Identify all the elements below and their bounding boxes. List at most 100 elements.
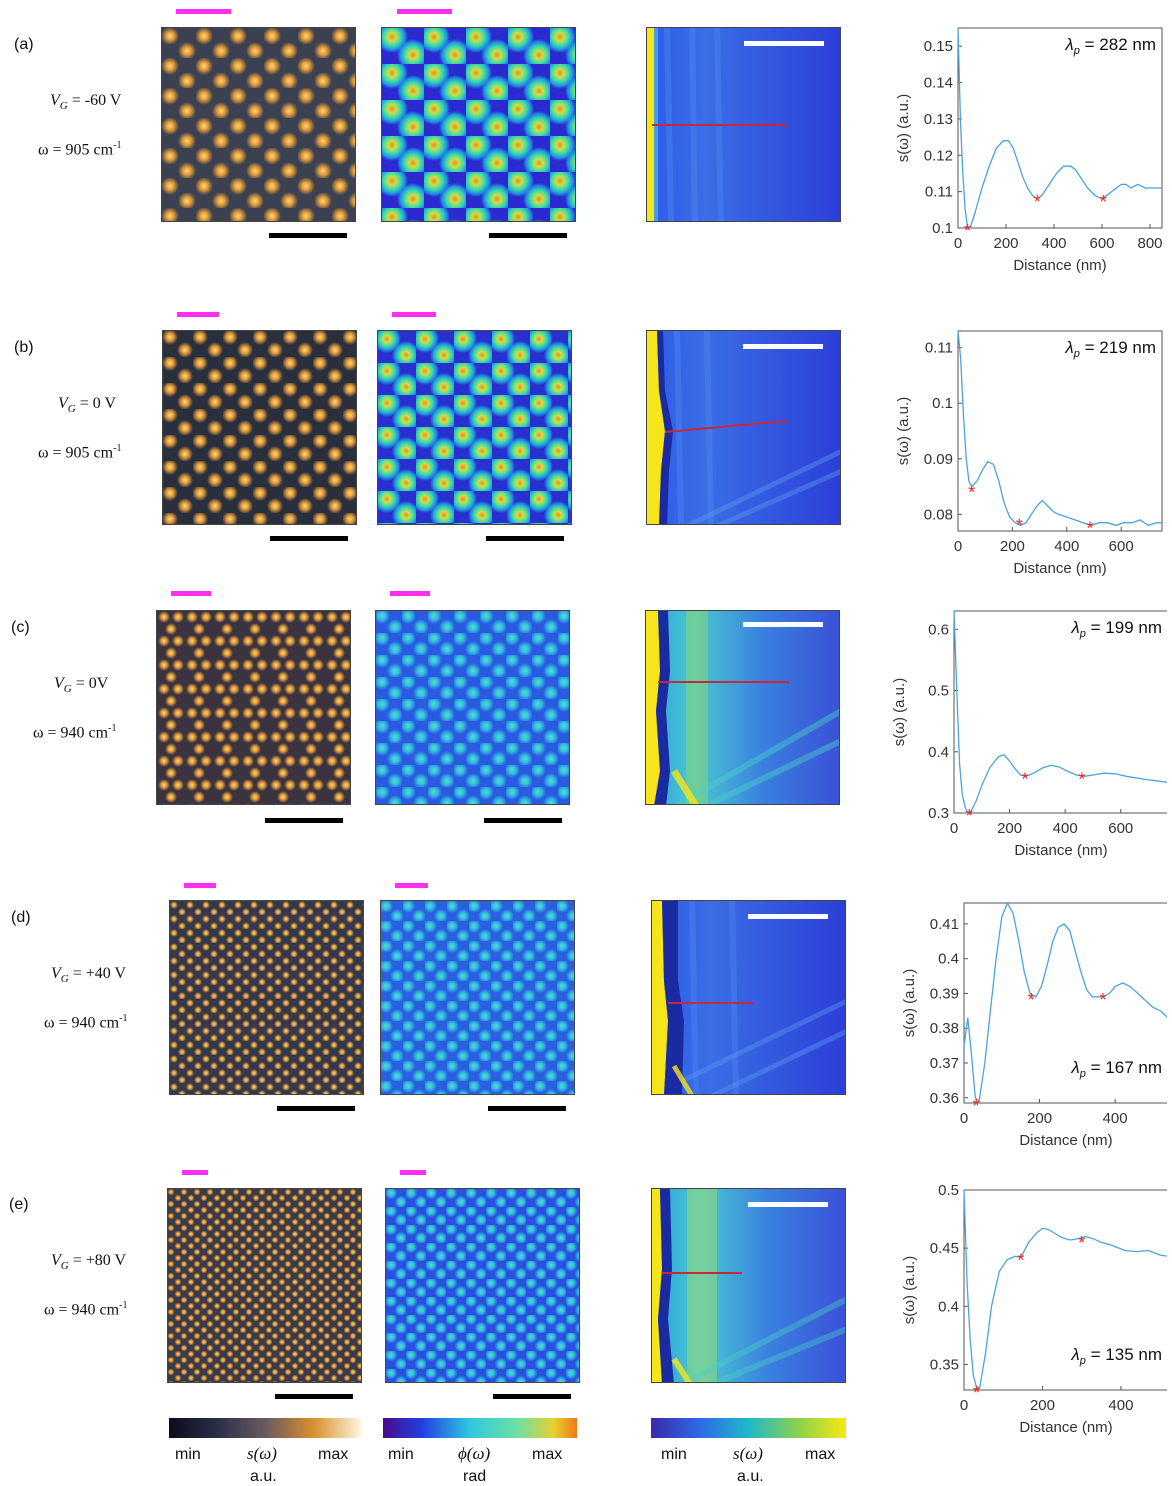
panel-label: (e) [9,1196,29,1213]
frequency-value: ω = 940 cm [44,1014,120,1032]
colorbar-quantity-label: s(ω) [733,1444,763,1463]
colorbar-min-label: min [388,1446,414,1463]
minimum-marker: * [966,806,973,826]
profile-line [963,1189,1167,1389]
colorbar-quantity-label: s(ω) [247,1444,277,1463]
gate-voltage: VG = -60 V [50,92,121,112]
scale-bar [488,1106,566,1111]
scale-bar-top [397,9,452,14]
scale-bar [265,818,343,823]
y-axis-label: s(ω) (a.u.) [895,397,912,465]
y-tick-label: 0.12 [924,147,953,164]
minimum-marker: * [973,1096,980,1116]
near-field-image [651,900,846,1095]
y-tick-label: 0.5 [928,683,949,700]
y-tick-label: 0.3 [928,805,949,822]
y-tick-label: 0.11 [925,184,953,201]
frequency-exponent: -1 [108,723,117,734]
scale-bar [484,818,562,823]
colorbar-min-label: min [175,1446,201,1463]
x-axis-label: Distance (nm) [1019,1132,1112,1149]
frequency-exponent: -1 [113,443,122,454]
gate-voltage: VG = 0 V [58,395,116,415]
profile-line [957,330,1162,527]
amplitude-image [167,1188,362,1383]
line-profile-plot: 0.36 0.37 0.38 0.39 0.4 0.41 0 200 400 Distance (… [901,901,1167,1149]
x-axis-label: Distance (nm) [1013,257,1106,274]
wavelength-annotation: λp = 282 nm [1064,35,1156,57]
y-tick-label: 0.41 [930,916,959,933]
panel-row-e: (e) VG = +80 V ω = 940 cm-1 0.35 0.4 0.45 0… [0,1160,1172,1450]
scale-bar-top [184,883,216,888]
y-tick-label: 0.6 [928,621,949,638]
minimum-marker: * [964,221,971,241]
x-tick-label: 200 [997,820,1022,837]
scale-bar [493,1394,571,1399]
panel-row-c: (c) VG = 0V ω = 940 cm-1 0.3 0.4 0.5 0.6 0 20… [0,583,1172,873]
phase-image [385,1188,580,1383]
profile-line [963,901,1167,1103]
wavelength-annotation: λp = 219 nm [1064,338,1156,360]
panel-row-a: (a) VG = -60 V ω = 905 cm-1 0.1 0.11 0.12 0… [0,0,1172,290]
scale-bar [748,914,828,919]
scale-bar-top [392,312,436,317]
minimum-marker: * [1078,1233,1085,1253]
scale-bar [743,622,823,627]
panel-row-d: (d) VG = +40 V ω = 940 cm-1 0.36 0.37 0.38… [0,873,1172,1163]
x-axis-label: Distance (nm) [1019,1419,1112,1436]
gate-voltage-subscript: G [60,973,69,986]
plot-frame [957,27,1163,229]
minimum-marker: * [1078,769,1085,789]
phase-image [381,27,576,222]
y-axis-label: s(ω) (a.u.) [895,94,912,162]
plot-frame [957,330,1163,532]
wavelength-annotation: λp = 135 nm [1070,1345,1162,1367]
colorbar-max-label: max [318,1446,349,1463]
y-tick-label: 0.13 [924,111,953,128]
y-tick-label: 0.37 [930,1055,959,1072]
gate-voltage-symbol: V [58,395,68,412]
frequency-value: ω = 905 cm [38,444,114,462]
y-tick-label: 0.39 [930,985,959,1002]
x-tick-label: 200 [1030,1397,1055,1414]
x-tick-label: 0 [954,538,962,555]
x-tick-label: 600 [1109,538,1134,555]
y-tick-label: 0.5 [938,1182,959,1199]
colorbar-unit: a.u. [250,1468,277,1485]
gate-voltage-value: = +40 V [68,965,127,982]
scale-bar [269,233,347,238]
frequency: ω = 905 cm-1 [38,443,121,462]
line-profile-plot: 0.35 0.4 0.45 0.5 0 200 400 Distance (nm) s(ω) (… [901,1182,1167,1436]
minimum-marker: * [1017,1250,1024,1270]
minimum-marker: * [1086,518,1093,538]
near-field-image [651,1188,846,1383]
minimum-marker: * [1016,516,1023,536]
x-tick-label: 400 [1054,538,1079,555]
y-axis-label: s(ω) (a.u.) [901,1256,918,1324]
frequency: ω = 905 cm-1 [38,140,121,159]
panel-label: (c) [11,619,30,636]
y-axis-label: s(ω) (a.u.) [892,678,908,746]
panel-label: (b) [14,339,34,356]
profile-line [953,610,1167,814]
scale-bar-top [171,591,211,596]
scale-bar [744,41,824,46]
y-tick-label: 0.15 [924,38,953,55]
scale-bar [275,1394,353,1399]
frequency: ω = 940 cm-1 [44,1013,127,1032]
colorbar-phase [383,1418,577,1438]
minimum-marker: * [1100,990,1107,1010]
scale-bar-top [395,883,428,888]
minimum-marker: * [1034,192,1041,212]
frequency: ω = 940 cm-1 [33,723,116,742]
plot-frame [963,1189,1167,1391]
x-tick-label: 200 [1027,1110,1052,1127]
minimum-marker: * [1028,990,1035,1010]
scale-bar [486,536,564,541]
phase-image [380,900,575,1095]
scale-bar [270,536,348,541]
y-tick-label: 0.4 [938,1298,959,1315]
scale-bar [743,344,823,349]
